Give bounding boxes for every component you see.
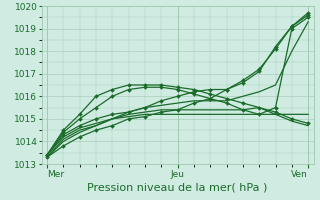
X-axis label: Pression niveau de la mer( hPa ): Pression niveau de la mer( hPa ) — [87, 183, 268, 193]
